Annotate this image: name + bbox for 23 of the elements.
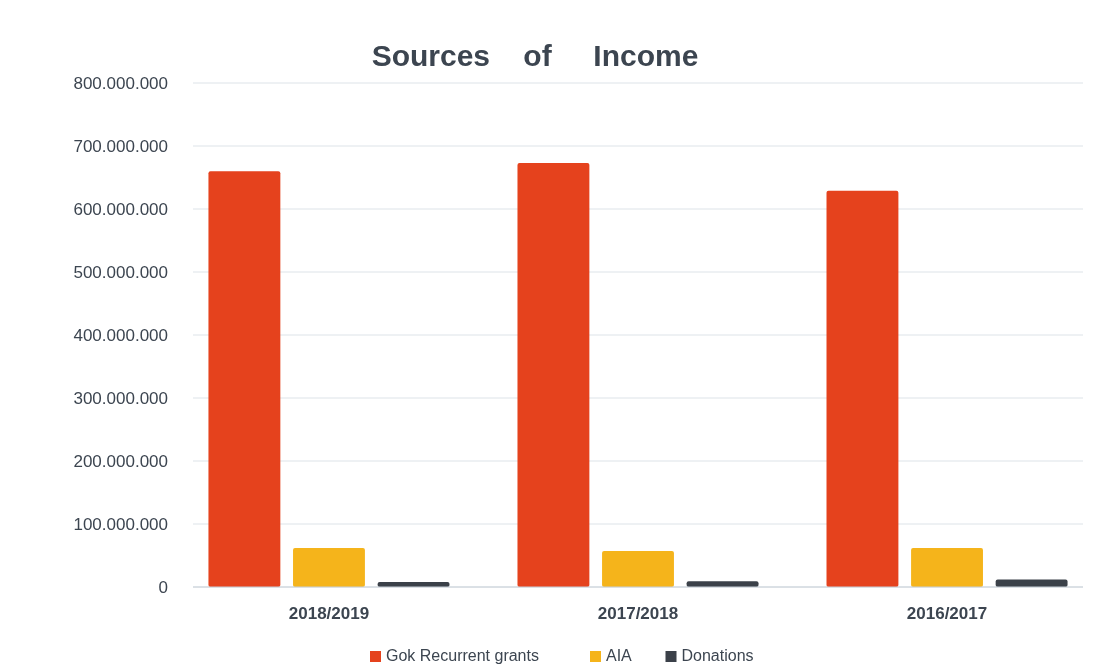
y-tick-label: 200.000.000: [73, 451, 168, 471]
bar: [911, 547, 983, 587]
bar: [293, 547, 365, 587]
y-tick-label: 700.000.000: [73, 136, 168, 156]
bar: [826, 190, 899, 587]
y-tick-label: 100.000.000: [73, 514, 168, 534]
bar: [208, 171, 281, 587]
y-tick-label: 800.000.000: [73, 73, 168, 93]
y-tick-label: 400.000.000: [73, 325, 168, 345]
legend-label: Donations: [681, 647, 754, 664]
legend-label: Gok Recurrent grants: [386, 647, 539, 664]
bar: [602, 551, 674, 587]
bar: [517, 163, 590, 587]
y-tick-label: 500.000.000: [73, 262, 168, 282]
x-tick-label: 2017/2018: [597, 604, 679, 623]
legend-label: AIA: [606, 647, 633, 664]
y-tick-label: 0: [158, 577, 168, 597]
y-tick-label: 600.000.000: [73, 199, 168, 219]
x-tick-label: 2016/2017: [906, 604, 988, 623]
y-tick-label: 300.000.000: [73, 388, 168, 408]
x-tick-label: 2018/2019: [288, 604, 370, 623]
chart-title: Sources of Income: [371, 39, 699, 72]
bar: [995, 579, 1068, 587]
